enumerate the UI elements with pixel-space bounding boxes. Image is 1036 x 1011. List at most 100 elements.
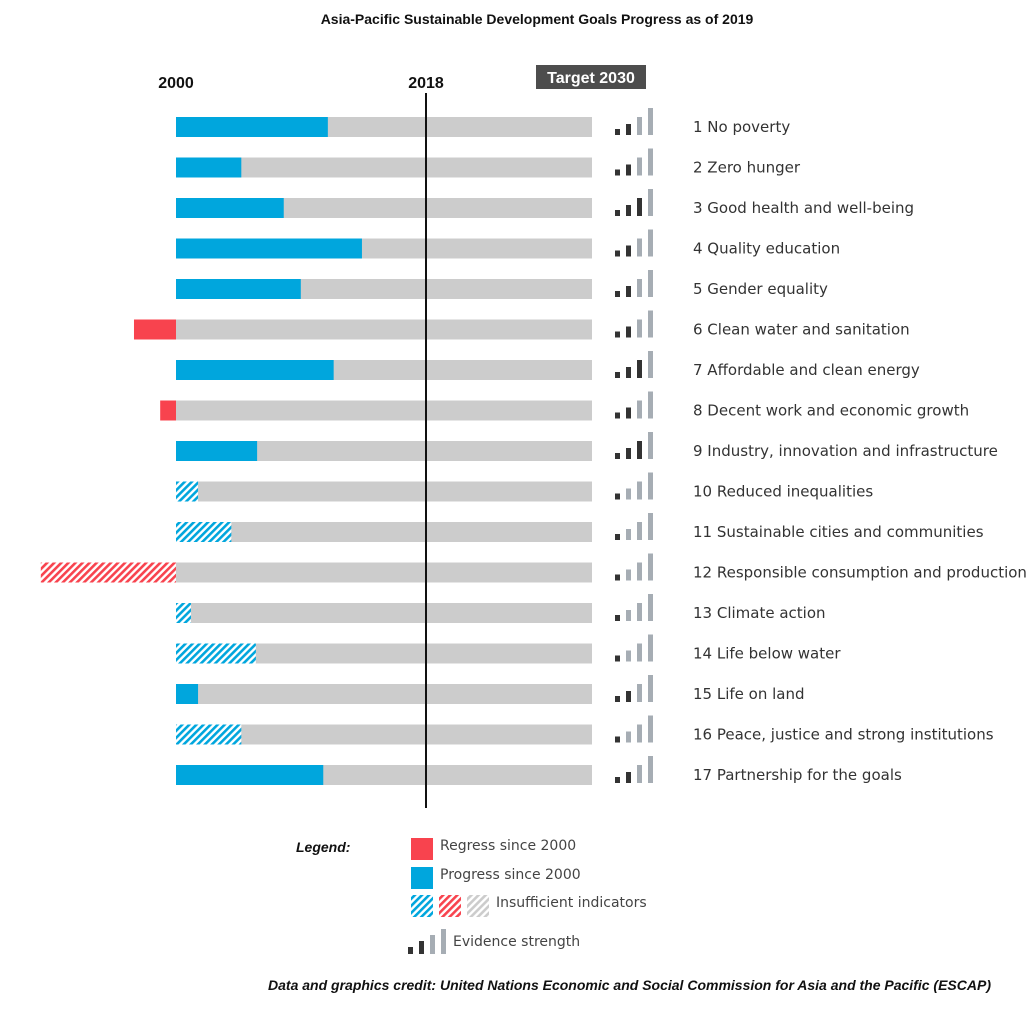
legend-label-insufficient: Insufficient indicators [496,895,647,911]
insufficient-bar [40,562,176,583]
evidence-strength-icon [615,351,653,378]
legend-swatch-regress [411,838,433,860]
chart-title: Asia-Pacific Sustainable Development Goa… [321,11,754,27]
bar-row: 9 Industry, innovation and infrastructur… [176,432,998,461]
evidence-bar [615,412,620,419]
goal-label: 6 Clean water and sanitation [693,321,910,339]
evidence-bar [637,603,642,621]
evidence-bar [626,326,631,338]
insufficient-bar [176,481,199,502]
goal-label: 13 Climate action [693,604,826,622]
evidence-bar [648,351,653,378]
evidence-bar [637,400,642,419]
remaining-bar [176,319,592,340]
evidence-bar [648,310,653,338]
bar-row: 11 Sustainable cities and communities [176,513,984,542]
bar-row: 13 Climate action [176,594,826,623]
evidence-strength-icon [615,270,653,297]
evidence-bar [648,270,653,297]
remaining-bar [176,481,592,502]
bar-row: 5 Gender equality [176,270,828,299]
evidence-strength-icon [615,553,653,581]
credit-text: Data and graphics credit: United Nations… [268,977,991,993]
evidence-strength-icon [615,634,653,662]
evidence-bar [615,655,620,662]
evidence-strength-icon [615,715,653,743]
progress-bar [176,117,328,137]
evidence-bar [637,724,642,743]
evidence-bar [648,148,653,176]
remaining-bar [176,684,592,704]
legend-swatch-insufficient-red [439,895,461,917]
evidence-bar [648,634,653,662]
legend: Legend: Regress since 2000 Progress sinc… [296,838,647,954]
progress-bar [176,238,362,259]
remaining-bar [176,643,592,664]
evidence-bar [637,522,642,540]
remaining-bar [176,603,592,623]
goal-label: 5 Gender equality [693,280,828,298]
goal-label: 12 Responsible consumption and productio… [693,564,1027,582]
evidence-strength-icon [615,310,653,338]
axis-marker-target: Target 2030 [547,70,635,87]
evidence-bar [637,157,642,176]
evidence-strength-icon [615,594,653,621]
remaining-bar [176,400,592,421]
evidence-bar [648,189,653,216]
goal-label: 1 No poverty [693,118,790,136]
legend-label-regress: Regress since 2000 [440,838,576,854]
evidence-bar [648,675,653,702]
evidence-bar [637,481,642,500]
bar-row: 2 Zero hunger [176,148,801,178]
evidence-bar [648,108,653,135]
target-badge [536,65,646,89]
evidence-bar [637,117,642,135]
evidence-bar [626,529,631,540]
evidence-bar [615,250,620,257]
evidence-bar [648,553,653,581]
remaining-bar [176,724,592,745]
progress-bar [176,157,242,178]
goal-label: 15 Life on land [693,685,805,703]
goal-label: 4 Quality education [693,240,840,258]
goal-label: 11 Sustainable cities and communities [693,523,984,541]
evidence-bar [615,453,620,459]
bar-rows: 1 No poverty 2 Zero hunger 3 Good health a… [40,108,1027,785]
goal-label: 10 Reduced inequalities [693,483,873,501]
remaining-bar [176,441,592,461]
evidence-bar [615,777,620,783]
evidence-bar [615,736,620,743]
evidence-bar [626,286,631,297]
progress-bar [176,279,301,299]
bar-row: 15 Life on land [176,675,805,704]
bar-row: 4 Quality education [176,229,840,259]
evidence-bar [615,534,620,540]
progress-bar [176,441,258,461]
progress-bar [176,360,334,380]
evidence-bar [615,615,620,621]
evidence-bar [615,372,620,378]
evidence-bar [648,472,653,500]
evidence-bar [626,124,631,135]
evidence-bar [637,319,642,338]
evidence-bar [626,691,631,702]
regress-bar [133,319,176,340]
goal-label: 2 Zero hunger [693,159,801,177]
goal-label: 9 Industry, innovation and infrastructur… [693,442,998,460]
progress-bar [176,198,284,218]
evidence-strength-icon [615,391,653,419]
legend-swatch-progress [411,867,433,889]
bar-row: 12 Responsible consumption and productio… [40,553,1027,583]
evidence-bar [615,129,620,135]
evidence-bar [626,772,631,783]
evidence-bar [615,291,620,297]
evidence-bar [626,650,631,662]
insufficient-bar [176,603,191,623]
evidence-bar [637,238,642,257]
evidence-bar [637,643,642,662]
bar-row: 10 Reduced inequalities [176,472,873,502]
evidence-bar [615,696,620,702]
bar-row: 16 Peace, justice and strong institution… [176,715,994,745]
remaining-bar [176,562,592,583]
